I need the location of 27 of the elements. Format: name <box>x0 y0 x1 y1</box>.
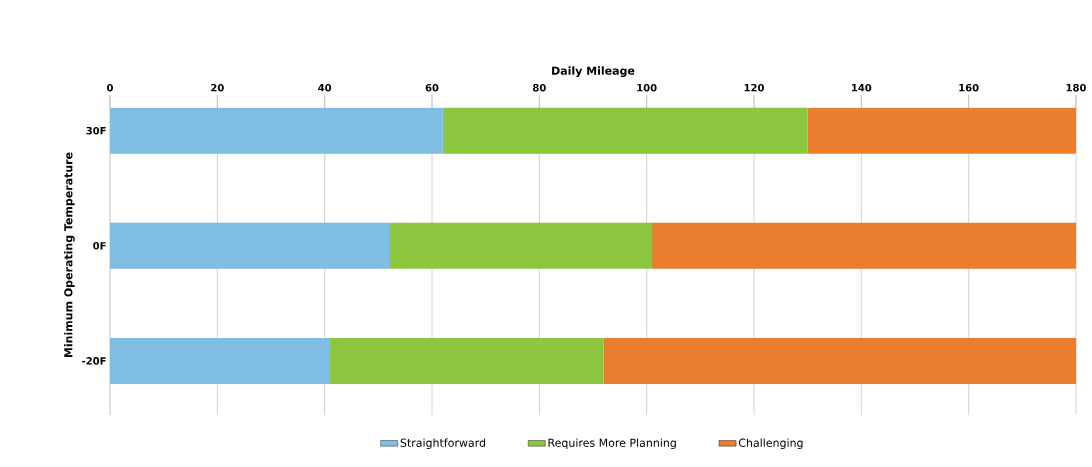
bar <box>807 107 1076 154</box>
x-axis-title: Daily Mileage <box>552 66 635 78</box>
bar <box>110 337 331 384</box>
x-tick-label: 60 <box>425 83 439 92</box>
legend-label: Requires More Planning <box>548 438 676 450</box>
x-tick-label: 140 <box>852 83 872 92</box>
x-tick-label: 0 <box>107 83 113 92</box>
x-tick-label: 40 <box>318 83 332 92</box>
x-tick-label: 100 <box>637 83 657 92</box>
bar <box>442 107 808 154</box>
y-tick-label: -20F <box>82 357 106 365</box>
y-tick-label: 0F <box>93 242 106 250</box>
bar <box>330 337 604 384</box>
legend-label: Straightforward <box>400 438 486 450</box>
y-tick-label: 30F <box>86 126 106 135</box>
y-axis-title: Minimum Operating Temperature <box>63 152 75 358</box>
bar <box>110 222 390 269</box>
x-tick-label: 180 <box>1066 83 1086 92</box>
x-tick-label: 160 <box>959 83 979 92</box>
legend-label: Challenging <box>738 438 803 450</box>
bar <box>652 222 1076 269</box>
bar <box>603 337 1076 384</box>
bar <box>110 107 443 154</box>
x-tick-label: 80 <box>532 83 546 92</box>
bar <box>389 222 653 269</box>
x-tick-label: 20 <box>211 83 224 92</box>
x-tick-label: 120 <box>744 83 764 92</box>
